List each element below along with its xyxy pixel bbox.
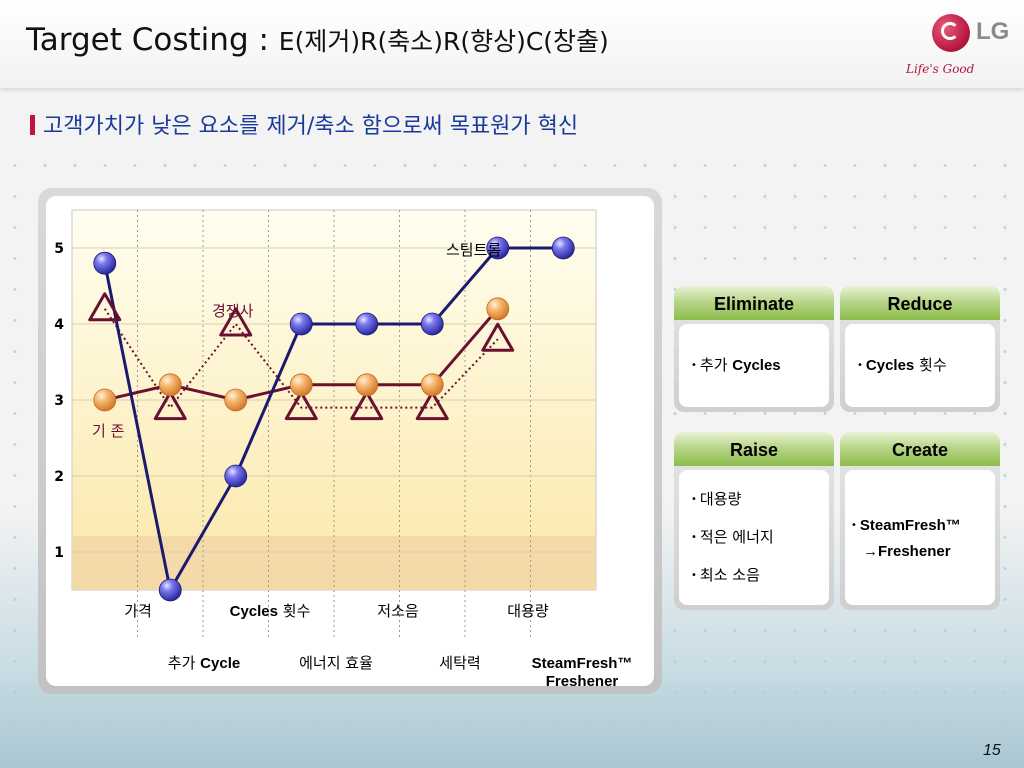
- bullet-icon: •: [691, 360, 697, 371]
- x-label-price: 가격: [124, 602, 152, 620]
- series-label-steamtrom: 스팀트롬: [446, 241, 501, 259]
- item-prefix: 추가: [699, 356, 733, 374]
- data-point: [355, 312, 379, 336]
- data-point: [224, 388, 248, 412]
- card-eliminate-item: • 추가 Cycles: [691, 354, 781, 375]
- x-label-extra-prefix: 추가: [168, 654, 200, 672]
- bullet-icon: •: [691, 494, 697, 505]
- x-label-large-capacity: 대용량: [507, 602, 549, 620]
- card-reduce-title: Reduce: [840, 286, 1000, 320]
- slide-title: Target Costing : E(제거)R(축소)R(향상)C(창출): [26, 22, 609, 58]
- subtitle-text: 고객가치가 낮은 요소를 제거/축소 함으로써 목표원가 혁신: [43, 114, 579, 139]
- slide-subtitle: 고객가치가 낮은 요소를 제거/축소 함으로써 목표원가 혁신: [30, 108, 578, 140]
- slide-header: Target Costing : E(제거)R(축소)R(향상)C(창출) LG…: [0, 0, 1024, 88]
- card-eliminate: Eliminate • 추가 Cycles: [674, 286, 834, 412]
- card-raise-body: • 대용량 • 적은 에너지 • 최소 소음: [679, 470, 829, 605]
- series-line: [103, 246, 564, 592]
- data-point: [420, 373, 444, 397]
- bullet-icon: •: [691, 570, 697, 581]
- triangle-marker: [219, 307, 253, 337]
- data-point: [486, 297, 510, 321]
- data-point: [93, 388, 117, 412]
- triangle-marker: [284, 391, 318, 421]
- data-point: [486, 236, 510, 260]
- x-label-cycles-bold: Cycles: [230, 603, 278, 620]
- card-reduce-body: • Cycles 횟수: [845, 324, 995, 407]
- item-text: →Freshener: [863, 543, 951, 560]
- y-tick-label: 5: [54, 241, 64, 257]
- triangle-marker: [481, 322, 515, 352]
- item-text: 적은 에너지: [699, 528, 774, 546]
- x-label-energy-efficiency: 에너지 효율: [299, 654, 373, 672]
- item-text: 대용량: [699, 490, 742, 508]
- card-raise-title: Raise: [674, 432, 834, 466]
- series-line: [103, 308, 499, 409]
- card-create-item: • SteamFresh™: [851, 516, 961, 534]
- series-label-competitor: 경쟁사: [212, 302, 254, 320]
- item-text: SteamFresh™: [859, 517, 961, 534]
- x-label-cycles-count: Cycles 횟수: [230, 602, 311, 620]
- lg-face-icon: [941, 22, 959, 40]
- card-eliminate-title: Eliminate: [674, 286, 834, 320]
- lg-logo-slogan: Life's Good: [906, 62, 975, 76]
- data-point: [355, 373, 379, 397]
- card-raise-item: • 적은 에너지: [691, 526, 774, 547]
- triangle-marker: [350, 391, 384, 421]
- item-bold: Cycles: [865, 357, 915, 374]
- x-label-extra-cycle: 추가 Cycle: [168, 654, 240, 672]
- card-create-item: →Freshener: [863, 542, 951, 560]
- bullet-icon: •: [857, 360, 863, 371]
- card-create: Create • SteamFresh™ →Freshener: [840, 432, 1000, 610]
- card-reduce-item: • Cycles 횟수: [857, 354, 947, 375]
- x-label-extra-bold: Cycle: [200, 655, 240, 672]
- x-label-low-noise: 저소음: [377, 602, 418, 620]
- card-eliminate-body: • 추가 Cycles: [679, 324, 829, 407]
- data-point: [289, 373, 313, 397]
- data-point: [551, 236, 575, 260]
- page-number: 15: [983, 742, 1001, 759]
- item-bold: Cycles: [732, 357, 781, 374]
- card-create-body: • SteamFresh™ →Freshener: [845, 470, 995, 605]
- bullet-icon: •: [691, 532, 697, 543]
- y-tick-label: 4: [54, 317, 64, 333]
- card-raise: Raise • 대용량 • 적은 에너지 • 최소 소음: [674, 432, 834, 610]
- triangle-marker: [153, 391, 187, 421]
- chart-markers: [88, 236, 575, 602]
- y-tick-label: 3: [54, 393, 64, 409]
- x-label-freshener: Freshener: [546, 673, 619, 686]
- item-text: 최소 소음: [699, 566, 760, 584]
- title-sub: E(제거)R(축소)R(향상)C(창출): [278, 27, 609, 56]
- triangle-marker: [88, 292, 122, 322]
- data-point: [158, 578, 182, 602]
- data-point: [93, 251, 117, 275]
- data-point: [158, 373, 182, 397]
- triangle-marker: [415, 391, 449, 421]
- title-main: Target Costing :: [26, 22, 279, 58]
- series-label-existing: 기 존: [92, 422, 125, 440]
- card-raise-item: • 대용량: [691, 488, 741, 509]
- y-tick-label: 1: [54, 545, 64, 561]
- data-point: [420, 312, 444, 336]
- item-suffix: 횟수: [914, 356, 947, 374]
- x-label-cycles-suffix: 횟수: [278, 602, 310, 620]
- subtitle-bullet-icon: [30, 115, 35, 135]
- data-point: [289, 312, 313, 336]
- x-label-steamfresh: SteamFresh™: [532, 655, 633, 672]
- y-axis-ticks: 1 2 3 4 5: [54, 241, 64, 561]
- lg-logo-text: LG: [976, 18, 1010, 45]
- card-reduce: Reduce • Cycles 횟수: [840, 286, 1000, 412]
- card-raise-item: • 최소 소음: [691, 564, 760, 585]
- lg-logo: LG Life's Good: [896, 8, 1012, 80]
- x-label-washing-power: 세탁력: [439, 654, 480, 672]
- card-create-title: Create: [840, 432, 1000, 466]
- y-tick-label: 2: [54, 469, 64, 485]
- bullet-icon: •: [851, 520, 857, 531]
- data-point: [224, 464, 248, 488]
